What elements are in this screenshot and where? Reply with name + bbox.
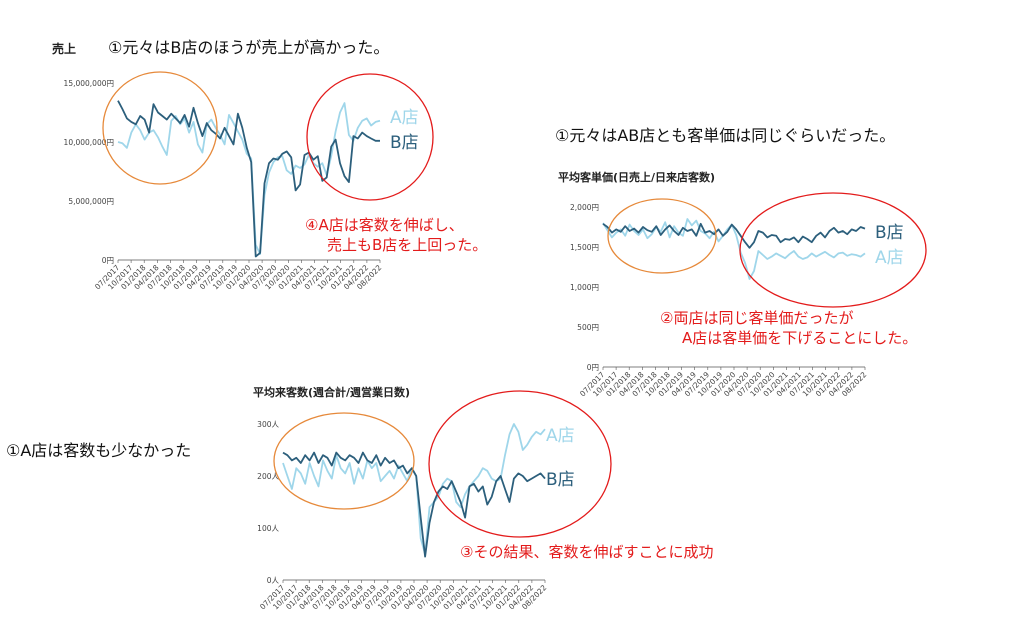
- chart1-red-highlight: [306, 73, 434, 201]
- chart1-orange-highlight: [102, 71, 218, 185]
- series-line-store-a: [602, 218, 866, 280]
- legend-label-store-a: A店: [546, 426, 575, 446]
- chart2-red-highlight: [739, 192, 927, 308]
- annotation-red3: ③その結果、客数を伸ばすことに成功: [460, 543, 714, 561]
- y-tick-label: 2,000円: [570, 203, 599, 212]
- chart3-title: 平均来客数(週合計/週営業日数): [253, 386, 411, 399]
- series-line-store-b: [602, 222, 866, 249]
- chart2-title: 平均客単価(日売上/日来店客数): [558, 171, 716, 184]
- legend-label-store-a: A店: [390, 108, 419, 128]
- legend-label-store-a: A店: [875, 248, 904, 268]
- legend-label-store-b: B店: [546, 470, 575, 490]
- annotation-red2-line2: A店は客単価を下げることにした。: [682, 329, 918, 347]
- y-tick-label: 10,000,000円: [64, 138, 114, 147]
- series-line-store-b: [282, 451, 546, 558]
- y-tick-label: 0円: [587, 363, 599, 372]
- y-tick-label: 500円: [577, 323, 599, 332]
- y-tick-label: 1,500円: [570, 243, 599, 252]
- y-tick-label: 0円: [102, 256, 114, 265]
- series-line-store-b: [117, 100, 380, 258]
- annotation-note3: ①A店は客数も少なかった: [6, 441, 192, 460]
- chart2-orange-highlight: [607, 198, 717, 274]
- y-tick-label: 1,000円: [570, 283, 599, 292]
- y-tick-label: 5,000,000円: [68, 197, 114, 206]
- annotation-note1: ①元々はB店のほうが売上が高かった。: [108, 38, 390, 57]
- legend-label-store-b: B店: [875, 223, 904, 243]
- y-tick-label: 200人: [257, 472, 279, 481]
- y-tick-label: 100人: [257, 524, 279, 533]
- annotation-red2: ②両店は同じ客単価だったが A店は客単価を下げることにした。: [660, 308, 917, 348]
- annotation-red1-line1: ④A店は客数を伸ばし、: [305, 216, 464, 234]
- y-tick-label: 300人: [257, 420, 279, 429]
- annotation-red1-line2: 売上もB店を上回った。: [327, 236, 488, 254]
- chart3-red-highlight: [428, 390, 612, 538]
- y-tick-label: 15,000,000円: [64, 79, 114, 88]
- y-tick-label: 0人: [267, 576, 280, 585]
- chart3-orange-highlight: [273, 412, 415, 510]
- annotation-note2: ①元々はAB店とも客単価は同じぐらいだった。: [555, 126, 896, 145]
- annotation-red1: ④A店は客数を伸ばし、 売上もB店を上回った。: [305, 215, 487, 255]
- legend-label-store-b: B店: [390, 133, 419, 153]
- annotation-red2-line1: ②両店は同じ客単価だったが: [660, 309, 854, 327]
- chart1-title: 売上: [52, 42, 77, 56]
